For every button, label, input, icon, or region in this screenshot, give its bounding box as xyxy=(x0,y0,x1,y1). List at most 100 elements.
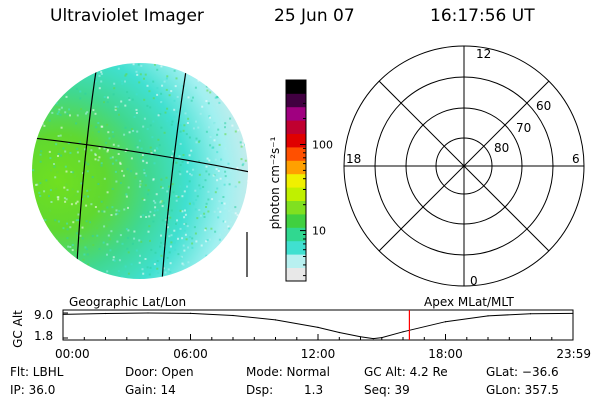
speckle-dot xyxy=(152,120,155,123)
speckle-dot xyxy=(76,75,79,77)
speckle-dot xyxy=(246,211,248,214)
speckle-dot xyxy=(128,131,131,134)
speckle-dot xyxy=(234,186,237,189)
speckle-dot xyxy=(202,186,205,188)
speckle-dot xyxy=(78,71,81,74)
speckle-dot xyxy=(127,206,129,209)
speckle-dot xyxy=(205,254,208,257)
speckle-dot xyxy=(216,187,219,190)
speckle-dot xyxy=(188,202,191,205)
speckle-dot xyxy=(205,130,208,133)
speckle-dot xyxy=(210,83,213,85)
speckle-dot xyxy=(219,259,222,262)
speckle-dot xyxy=(196,195,199,198)
speckle-dot xyxy=(246,104,248,107)
speckle-dot xyxy=(48,150,51,153)
speckle-dot xyxy=(160,254,163,257)
speckle-dot xyxy=(221,270,224,273)
speckle-dot xyxy=(161,101,164,104)
speckle-dot xyxy=(211,253,214,256)
speckle-dot xyxy=(192,127,195,130)
speckle-dot xyxy=(115,159,118,162)
speckle-dot xyxy=(77,77,80,80)
speckle-dot xyxy=(190,149,193,152)
speckle-dot xyxy=(154,63,156,66)
speckle-dot xyxy=(205,85,208,88)
speckle-dot xyxy=(217,170,220,172)
colorbar-segment xyxy=(286,173,306,188)
speckle-dot xyxy=(58,77,61,80)
speckle-dot xyxy=(128,98,131,101)
speckle-dot xyxy=(127,272,130,275)
speckle-dot xyxy=(198,265,201,268)
speckle-dot xyxy=(135,249,138,252)
speckle-dot xyxy=(242,222,245,225)
gc-alt-status: GC Alt: 4.2 Re xyxy=(364,365,448,379)
speckle-dot xyxy=(168,251,171,254)
speckle-dot xyxy=(36,249,39,252)
speckle-dot xyxy=(188,136,191,139)
speckle-dot xyxy=(74,68,77,70)
speckle-dot xyxy=(133,237,136,240)
speckle-dot xyxy=(207,190,210,193)
speckle-dot xyxy=(54,176,57,179)
speckle-dot xyxy=(120,275,123,278)
speckle-dot xyxy=(148,90,151,93)
speckle-dot xyxy=(194,189,197,192)
altitude-point xyxy=(274,319,277,321)
speckle-dot xyxy=(173,241,176,244)
speckle-dot xyxy=(49,84,52,87)
speckle-dot xyxy=(84,161,87,164)
speckle-dot xyxy=(173,168,176,171)
speckle-dot xyxy=(144,258,147,260)
speckle-dot xyxy=(157,138,160,141)
speckle-dot xyxy=(190,174,193,177)
speckle-dot xyxy=(140,147,143,150)
speckle-dot xyxy=(195,120,197,123)
speckle-dot xyxy=(154,251,157,254)
speckle-dot xyxy=(234,148,237,151)
speckle-dot xyxy=(40,244,43,247)
speckle-dot xyxy=(175,231,178,234)
speckle-dot xyxy=(199,68,202,71)
speckle-dot xyxy=(143,172,146,175)
speckle-dot xyxy=(179,164,182,167)
speckle-dot xyxy=(40,257,43,260)
speckle-dot xyxy=(75,122,78,125)
speckle-dot xyxy=(62,227,65,230)
speckle-dot xyxy=(237,129,240,132)
speckle-dot xyxy=(137,63,140,66)
speckle-dot xyxy=(166,75,169,78)
speckle-dot xyxy=(205,240,208,243)
speckle-dot xyxy=(190,99,193,102)
speckle-dot xyxy=(115,209,118,212)
speckle-dot xyxy=(142,277,145,279)
speckle-dot xyxy=(100,164,103,167)
speckle-dot xyxy=(102,241,105,244)
speckle-dot xyxy=(103,225,106,228)
speckle-dot xyxy=(239,141,242,144)
speckle-dot xyxy=(221,87,224,89)
speckle-dot xyxy=(39,160,42,163)
speckle-dot xyxy=(160,92,163,95)
speckle-dot xyxy=(57,196,60,199)
speckle-dot xyxy=(179,130,182,133)
speckle-dot xyxy=(85,220,88,223)
speckle-dot xyxy=(128,97,131,100)
speckle-dot xyxy=(138,261,141,264)
speckle-dot xyxy=(41,119,44,122)
colorbar-segment xyxy=(286,187,306,201)
speckle-dot xyxy=(57,155,59,157)
speckle-dot xyxy=(108,137,111,140)
speckle-dot xyxy=(87,195,90,198)
speckle-dot xyxy=(225,241,228,244)
colorbar-frame xyxy=(285,79,307,282)
speckle-dot xyxy=(232,278,235,279)
speckle-dot xyxy=(194,86,197,89)
speckle-dot xyxy=(179,173,182,176)
speckle-dot xyxy=(115,107,118,110)
speckle-dot xyxy=(181,195,184,198)
speckle-dot xyxy=(228,160,231,163)
speckle-dot xyxy=(219,269,222,272)
speckle-dot xyxy=(150,248,153,251)
